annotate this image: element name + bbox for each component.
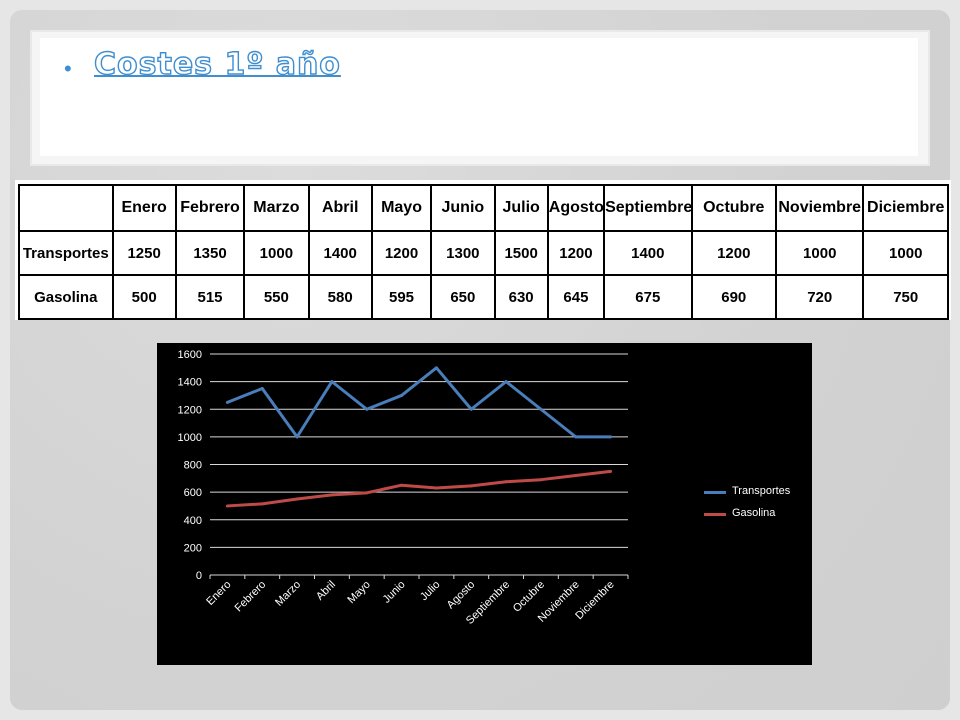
table-cell: 690	[690, 274, 778, 320]
data-point	[365, 491, 369, 495]
x-tick-label: Junio	[381, 579, 408, 606]
table-cell: 720	[774, 274, 865, 320]
table-cell: 1300	[430, 230, 496, 276]
x-tick-label: Mayo	[345, 579, 373, 607]
data-point	[225, 400, 229, 404]
legend-label: Gasolina	[732, 507, 776, 519]
title-inner-box	[40, 38, 918, 156]
bullet-icon: •	[64, 56, 72, 81]
data-point	[260, 387, 264, 391]
chart-plot-svg: 0 200 400 600 800 1000 1200 1400 1600 Enero Febrer…	[178, 349, 629, 627]
table-cell: 1500	[493, 230, 549, 276]
data-point	[225, 504, 229, 508]
header-cell: Diciembre	[862, 184, 949, 232]
table-cell: 675	[603, 274, 693, 320]
data-point	[539, 407, 543, 411]
data-point	[295, 497, 299, 501]
table-cell: 580	[307, 274, 373, 320]
data-point	[609, 469, 613, 473]
table-cell: 630	[493, 274, 549, 320]
header-cell: Octubre	[690, 184, 778, 232]
data-point	[330, 380, 334, 384]
header-cell: Julio	[493, 184, 549, 232]
x-tick-label: Abril	[314, 579, 338, 603]
x-tick-label: Enero	[204, 579, 233, 608]
data-point	[504, 380, 508, 384]
header-cell: Junio	[430, 184, 496, 232]
data-point	[539, 478, 543, 482]
header-cell: Noviembre	[774, 184, 865, 232]
x-tick-label: Febrero	[233, 579, 269, 615]
y-tick-label: 1400	[178, 377, 202, 389]
data-point	[365, 407, 369, 411]
y-tick-label: 800	[184, 460, 202, 472]
y-tick-label: 200	[184, 542, 202, 554]
data-point	[469, 407, 473, 411]
x-tick-label: Julio	[418, 579, 442, 603]
costs-table: Enero Febrero Marzo Abril Mayo Junio Jul…	[18, 184, 949, 320]
table-cell: 1400	[603, 230, 693, 276]
header-cell: Agosto	[546, 184, 606, 232]
table-corner-cell	[18, 184, 114, 232]
table-cell: 1200	[546, 230, 606, 276]
header-cell: Marzo	[243, 184, 310, 232]
data-point	[295, 435, 299, 439]
y-tick-label: 1000	[178, 432, 202, 444]
data-point	[400, 483, 404, 487]
table-cell: 500	[111, 274, 177, 320]
table-cell: 1400	[307, 230, 373, 276]
data-point	[574, 435, 578, 439]
x-tick-label: Marzo	[273, 579, 303, 609]
table-cell: 1000	[243, 230, 310, 276]
data-point	[609, 435, 613, 439]
data-point	[434, 486, 438, 490]
header-cell: Abril	[307, 184, 373, 232]
data-point	[400, 393, 404, 397]
legend-swatch	[704, 513, 726, 516]
header-cell: Enero	[111, 184, 177, 232]
legend-label: Transportes	[732, 485, 791, 497]
table-cell: 1000	[774, 230, 865, 276]
data-point	[330, 493, 334, 497]
table-cell: 1250	[111, 230, 177, 276]
table-cell: 650	[430, 274, 496, 320]
y-tick-label: 1200	[178, 404, 202, 416]
table-header-row: Enero Febrero Marzo Abril Mayo Junio Jul…	[18, 184, 949, 232]
table-row-gasolina: Gasolina 500 515 550 580 595 650 630 645…	[18, 274, 949, 320]
data-point	[574, 474, 578, 478]
table-cell: 1350	[174, 230, 246, 276]
table-cell: 515	[174, 274, 246, 320]
series-line-transportes	[226, 366, 611, 439]
table-cell: 595	[370, 274, 433, 320]
header-cell: Febrero	[174, 184, 246, 232]
data-point	[504, 480, 508, 484]
data-point	[469, 484, 473, 488]
header-cell: Septiembre	[603, 184, 693, 232]
table-cell: 1200	[690, 230, 778, 276]
x-tick-label: Agosto	[445, 579, 478, 612]
series-line-gasolina	[227, 469, 611, 508]
table-cell: 550	[243, 274, 310, 320]
data-point	[434, 366, 438, 370]
table-row-transportes: Transportes 1250 1350 1000 1400 1200 130…	[18, 230, 949, 276]
table-cell: 1000	[862, 230, 949, 276]
line-chart[interactable]: 0 200 400 600 800 1000 1200 1400 1600 Enero Febrer…	[157, 343, 812, 665]
row-label: Transportes	[18, 230, 114, 276]
table-cell: 1200	[370, 230, 433, 276]
row-label: Gasolina	[18, 274, 114, 320]
y-tick-label: 600	[184, 487, 202, 499]
data-point	[260, 502, 264, 506]
y-tick-label: 1600	[178, 349, 202, 361]
header-cell: Mayo	[370, 184, 433, 232]
table-cell: 750	[862, 274, 949, 320]
y-tick-label: 400	[184, 515, 202, 527]
table-cell: 645	[546, 274, 606, 320]
costs-table-container: Enero Febrero Marzo Abril Mayo Junio Jul…	[15, 180, 951, 320]
legend-swatch	[704, 491, 726, 494]
y-tick-label: 0	[196, 570, 202, 582]
slide-title[interactable]: Costes 1º año	[93, 46, 341, 82]
